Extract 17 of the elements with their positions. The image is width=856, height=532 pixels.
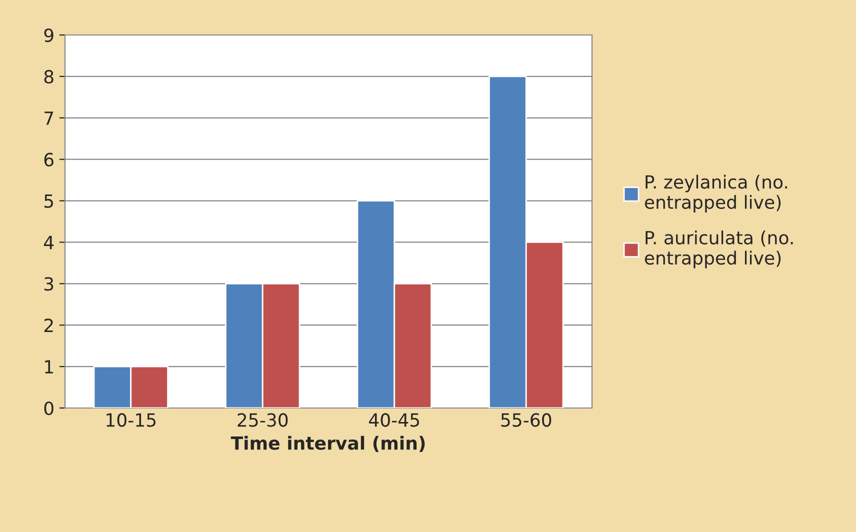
y-tick-label: 6: [44, 152, 54, 166]
x-tick-label: 25-30: [238, 413, 288, 427]
x-tick-label: 55-60: [501, 413, 552, 427]
y-tick-label: 7: [44, 112, 54, 125]
x-tick-label: 10-15: [106, 413, 156, 427]
x-tick-label: 40-45: [369, 413, 420, 427]
y-tick-label: 8: [44, 70, 54, 84]
x-axis-title: Time interval (min): [230, 436, 425, 452]
y-tick-label: 4: [44, 236, 54, 250]
y-tick-label: 5: [44, 194, 54, 208]
y-tick-label: 3: [44, 277, 54, 291]
legend-label: P. auriculata (no. entrapped live): [644, 230, 793, 268]
legend-label: P. zeylanica (no. entrapped live): [644, 174, 788, 212]
y-tick-label: 2: [44, 318, 53, 332]
y-tick-label: 0: [44, 401, 54, 416]
y-tick-label: 1: [45, 360, 53, 374]
y-tick-label: 9: [44, 28, 54, 42]
